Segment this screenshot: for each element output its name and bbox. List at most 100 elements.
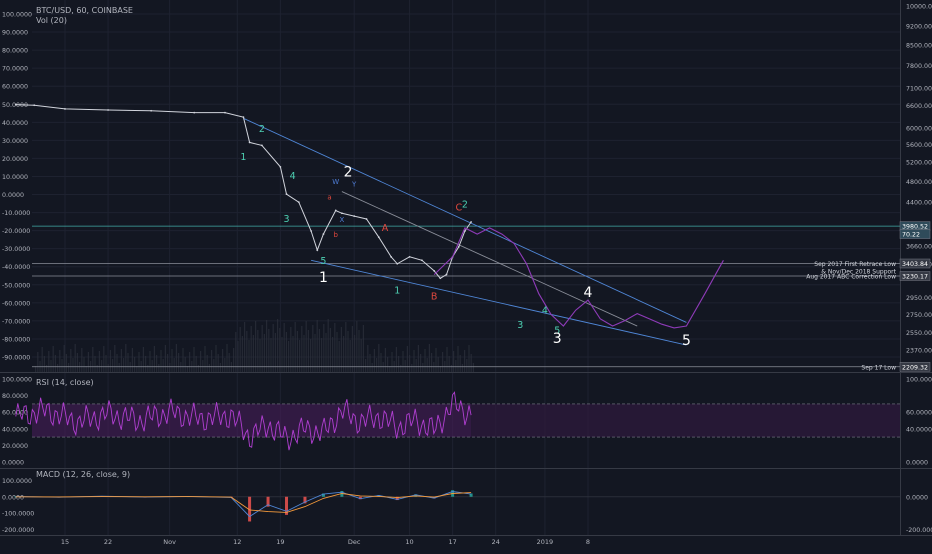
volume-bar	[59, 350, 61, 372]
volume-bar	[446, 347, 448, 372]
volume-bar	[263, 334, 265, 372]
price-badge-label: 3980.52	[902, 224, 928, 231]
volume-bar	[303, 335, 305, 372]
volume-bar	[402, 351, 404, 372]
volume-bar	[325, 333, 327, 372]
volume-bar	[439, 366, 441, 372]
volume-bar	[239, 327, 241, 372]
volume-bar	[391, 352, 393, 372]
volume-bar	[327, 319, 329, 372]
right-axis-tick-label: 2750.00	[906, 312, 932, 319]
rsi-line	[15, 391, 472, 451]
x-axis-tick-label: Nov	[163, 538, 176, 546]
volume-bar	[85, 366, 87, 372]
price-point	[260, 144, 263, 147]
right-axis-tick-label: 7100.00	[906, 85, 932, 92]
price-point	[408, 255, 411, 258]
volume-bar	[116, 354, 118, 372]
rsi-left-tick-label: 40.0000	[2, 426, 28, 433]
price-point	[64, 108, 66, 110]
price-point	[470, 221, 472, 223]
volume-bar	[404, 360, 406, 372]
support-note: Sep 2017 First Retrace Low	[814, 261, 896, 268]
volume-bar	[340, 327, 342, 372]
volume-bar	[171, 349, 173, 372]
support-note: Sep 17 Low	[861, 364, 896, 371]
volume-bar	[464, 350, 466, 372]
volume-bar	[107, 364, 109, 372]
volume-bar	[134, 357, 136, 372]
right-axis-tick-label: 2370.00	[906, 348, 932, 355]
macd-left-tick-label: -100.0000	[2, 511, 34, 518]
volume-bar	[68, 363, 70, 372]
price-point	[248, 141, 251, 144]
volume-bar	[426, 358, 428, 372]
left-axis-tick-label: -80.0000	[2, 336, 30, 343]
volume-bar	[175, 344, 177, 372]
volume-bar	[241, 336, 243, 372]
volume-bar	[349, 340, 351, 372]
volume-bar	[48, 351, 50, 372]
volume-bar	[120, 349, 122, 372]
wave-label: 4	[290, 171, 296, 182]
price-point	[242, 116, 245, 119]
volume-bar	[384, 348, 386, 372]
volume-bar	[307, 330, 309, 372]
volume-bar	[400, 365, 402, 372]
volume-bar	[279, 328, 281, 372]
volume-bar	[413, 350, 415, 372]
volume-bar	[57, 364, 59, 372]
volume-bar	[76, 353, 78, 372]
volume-bar	[360, 339, 362, 372]
volume-bar	[162, 359, 164, 372]
left-axis-tick-label: 20.0000	[2, 156, 28, 163]
volume-label: Vol (20)	[36, 16, 67, 25]
volume-bar	[422, 363, 424, 372]
volume-bar	[136, 366, 138, 372]
price-point	[150, 109, 153, 112]
volume-bar	[127, 353, 129, 372]
volume-bar	[138, 352, 140, 372]
volume-bar	[347, 331, 349, 372]
left-axis-tick-label: 0.0000	[2, 192, 24, 199]
wave-label: 5	[554, 325, 560, 336]
volume-bar	[367, 345, 369, 372]
rsi-right-tick-label: 100.0000	[906, 377, 932, 384]
volume-bar	[345, 322, 347, 372]
volume-bar	[409, 355, 411, 372]
wave-label: 5	[320, 256, 326, 267]
price-point	[390, 255, 393, 258]
volume-bar	[213, 359, 215, 372]
volume-bar	[472, 363, 474, 372]
volume-bar	[131, 348, 133, 372]
volume-bar	[70, 349, 72, 372]
volume-bar	[101, 360, 103, 372]
volume-bar	[371, 363, 373, 372]
price-point	[457, 245, 460, 248]
left-axis-tick-label: -60.0000	[2, 300, 30, 307]
volume-bar	[376, 358, 378, 372]
price-point	[365, 218, 368, 220]
left-axis-tick-label: -40.0000	[2, 264, 30, 271]
price-point	[464, 230, 466, 232]
x-axis-tick-label: 17	[448, 538, 456, 546]
volume-bar	[153, 346, 155, 372]
wave-label: 3	[517, 320, 523, 331]
volume-bar	[442, 352, 444, 372]
volume-bar	[228, 353, 230, 372]
rsi-left-tick-label: 100.0000	[2, 377, 32, 384]
right-axis-tick-label: 8500.00	[906, 42, 932, 49]
price-line	[15, 104, 472, 279]
price-point	[224, 111, 226, 114]
volume-bar	[329, 328, 331, 372]
volume-bar	[380, 353, 382, 372]
volume-bar	[105, 355, 107, 372]
volume-bar	[369, 354, 371, 372]
macd-left-tick-label: 100.0000	[2, 478, 32, 485]
left-axis-tick-label: -20.0000	[2, 228, 30, 235]
volume-bar	[415, 359, 417, 372]
volume-bar	[118, 363, 120, 372]
volume-bar	[46, 365, 48, 372]
volume-bar	[455, 360, 457, 372]
